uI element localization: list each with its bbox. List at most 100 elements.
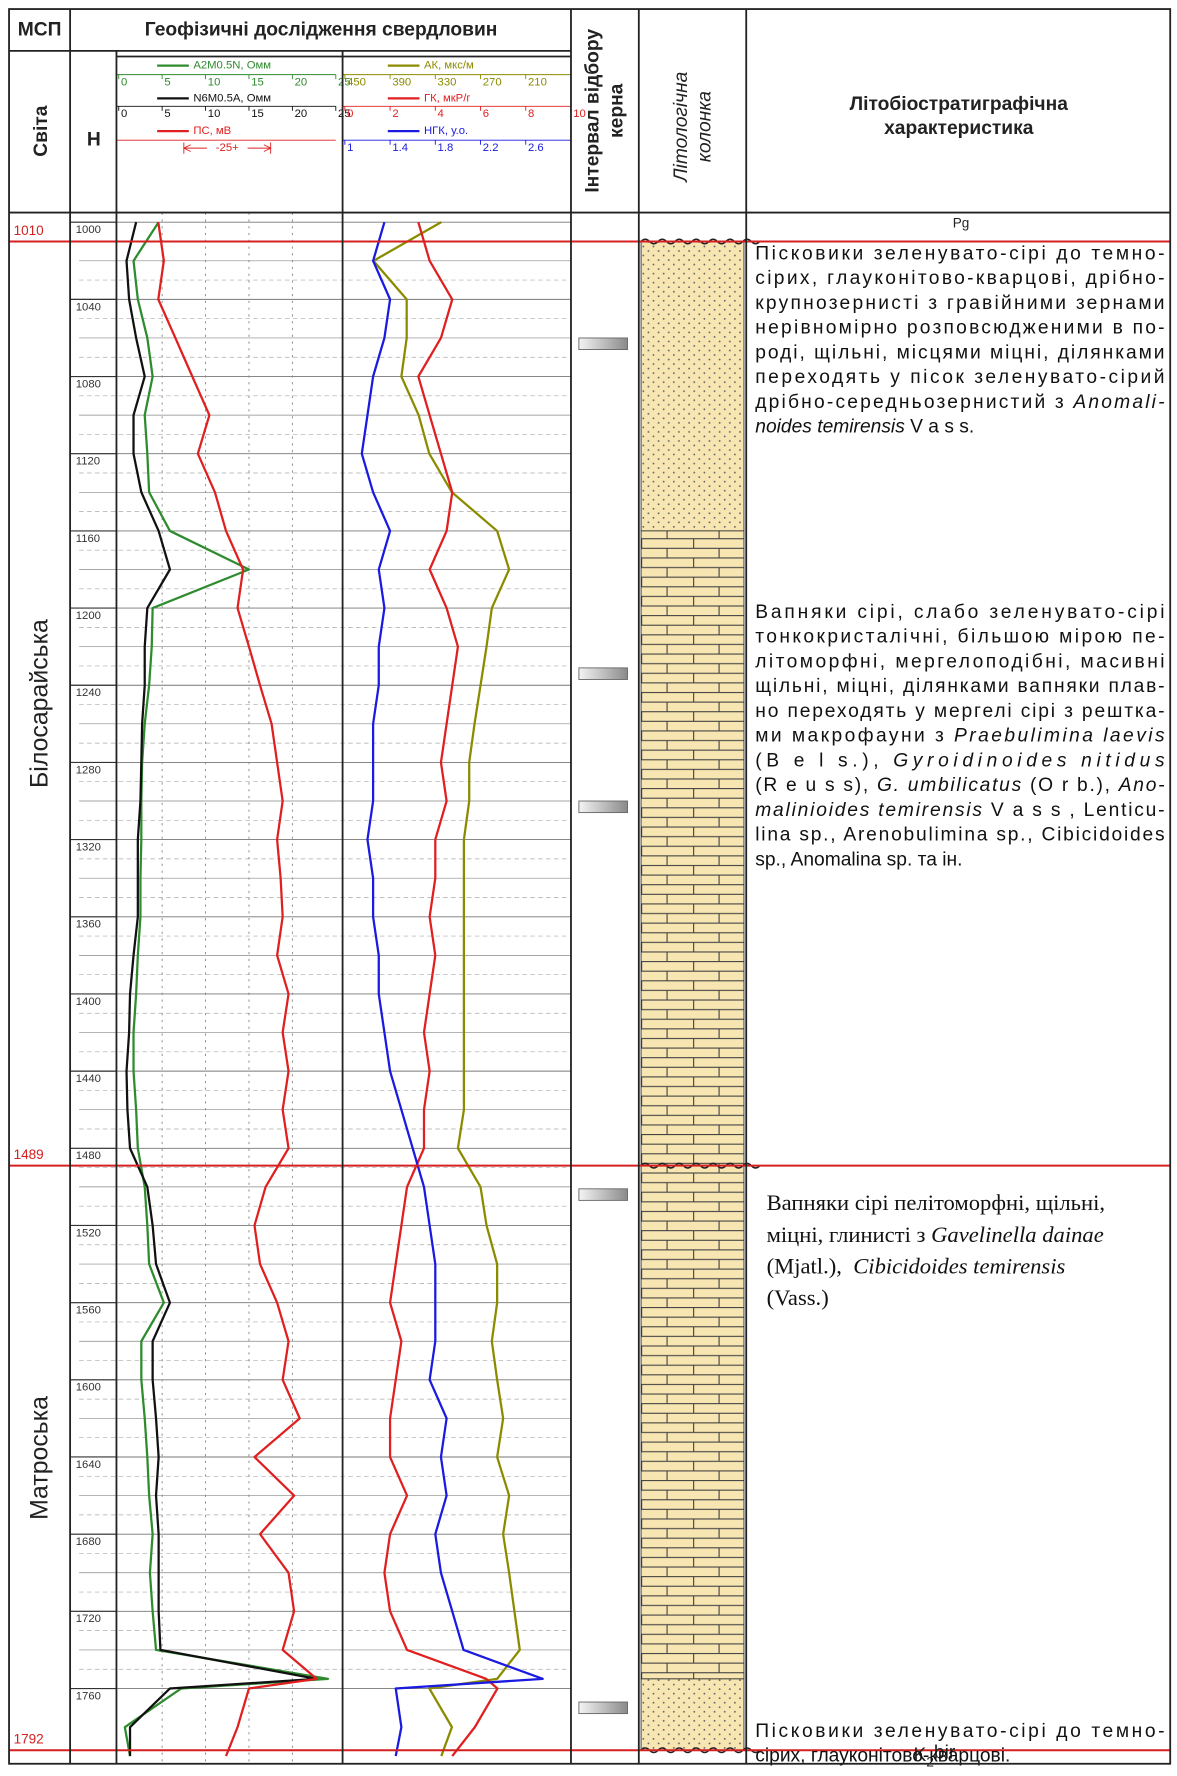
lithology-interval: [641, 241, 744, 530]
legend-label: ГК, мкР/г: [424, 92, 470, 104]
scale-tick-label: 10: [573, 108, 586, 120]
depth-tick-label: 1320: [76, 841, 101, 853]
depth-tick-label: 1680: [76, 1536, 101, 1548]
depth-tick-label: 1640: [76, 1459, 101, 1471]
legend-label: НГК, у.о.: [424, 125, 468, 137]
description-line: літоморфні, мергелоподібні, масивні: [755, 651, 1164, 672]
description-line: (Mjatl.), Cibicidoides temirensis: [767, 1254, 1066, 1279]
depth-tick-label: 1240: [76, 687, 101, 699]
description-line: сірих, глауконітово-кварцові, дрібно-: [755, 268, 1164, 289]
description-line: міцні, глинисті з Gavelinella dainae: [767, 1222, 1104, 1247]
description-text: крупнозернисті з гравійними зернами: [755, 293, 1164, 314]
description-line: роді, щільні, місцями міцні, ділянками: [755, 343, 1164, 364]
depth-tick-label: 1200: [76, 610, 101, 622]
header-desc: характеристика: [884, 118, 1034, 139]
depth-tick-label: 1600: [76, 1382, 101, 1394]
boundary-label: 1010: [14, 223, 44, 238]
description-line: тонкокристалічні, більшою мірою пе-: [755, 627, 1164, 648]
description-text: щільні, міцні, ділянками вапняки плав-: [755, 676, 1164, 697]
header-litho: Літологічна: [671, 71, 692, 183]
description-italic: Praebulimina laevis: [954, 726, 1165, 747]
scale-tick-label: 20: [295, 77, 308, 89]
scale-tick-label: 10: [208, 108, 221, 120]
description-line: noides temirensis V a s s.: [755, 417, 974, 438]
depth-tick-label: 1360: [76, 919, 101, 931]
core-interval: [579, 668, 628, 680]
description-line: ми макрофауни з Praebulimina laevis: [755, 726, 1165, 747]
scale-tick-label: 270: [483, 77, 502, 89]
depth-tick-label: 1440: [76, 1073, 101, 1085]
description-line: lina sp., Arenobulimina sp., Cibicidoide…: [755, 825, 1164, 846]
description-line: щільні, міцні, ділянками вапняки плав-: [755, 676, 1164, 697]
depth-tick-label: 1480: [76, 1150, 101, 1162]
depth-tick-label: 1040: [76, 301, 101, 313]
description-line: крупнозернисті з гравійними зернами: [755, 293, 1164, 314]
scale-tick-label: 2.6: [528, 142, 544, 154]
description-text: (R e u s s),: [755, 775, 875, 796]
header-gds: Геофізичні дослідження свердловин: [145, 20, 498, 41]
depth-tick-label: 1080: [76, 378, 101, 390]
header-litho: колонка: [695, 91, 716, 163]
scale-tick-label: 390: [392, 77, 411, 89]
description-line: Пісковики зеленувато-сірі до темно-: [755, 1721, 1164, 1742]
boundary-label: 1792: [14, 1732, 44, 1747]
depth-tick-label: 1160: [76, 533, 100, 545]
legend-label: N6M0.5A, Омм: [193, 92, 271, 104]
lithology-interval: [641, 531, 744, 1166]
depth-tick-label: 1120: [76, 456, 100, 468]
lithology-interval: [641, 1166, 744, 1679]
lithology-interval: [641, 1679, 744, 1750]
core-interval: [579, 801, 628, 813]
scale-tick-label: 10: [208, 77, 221, 89]
description-text: Вапняки сірі пелітоморфні, щільні,: [767, 1190, 1105, 1215]
scale-tick-label: 2: [392, 108, 398, 120]
description-text: ми макрофауни з: [755, 726, 951, 747]
header-desc: Літобіостратиграфічна: [850, 94, 1069, 115]
description-line: (Vass.): [767, 1285, 829, 1310]
description-line: дрібно-середньозернистий з Anomali-: [755, 392, 1164, 413]
well-log-figure: МСП Світа Геофізичні дослідження свердло…: [0, 0, 1177, 1771]
description-text: переходять у пісок зеленувато-сірий: [755, 367, 1164, 388]
description-line: переходять у пісок зеленувато-сірий: [755, 367, 1164, 388]
description-italic: Gavelinella dainae: [931, 1222, 1104, 1247]
description-text: lina sp., Arenobulimina sp., Cibicidoide…: [755, 825, 1164, 846]
description-line: malinioides temirensis V a s s , Lenticu…: [755, 800, 1164, 821]
depth-tick-label: 1720: [76, 1613, 101, 1625]
description-line: Вапняки сірі пелітоморфні, щільні,: [767, 1190, 1105, 1215]
description-italic: noides temirensis: [755, 417, 905, 438]
core-interval: [579, 338, 628, 350]
header-msp: МСП: [18, 20, 62, 41]
description-text: (Mjatl.),: [767, 1254, 854, 1279]
stage-above: Pg: [953, 215, 970, 230]
depth-tick-label: 1560: [76, 1305, 101, 1317]
formation-name: Білосарайська: [25, 619, 53, 788]
description-text: сірих, глауконітово-кварцові, дрібно-: [755, 268, 1164, 289]
scale-tick-label: 20: [295, 108, 308, 120]
description-italic: Cibicidoides temirensis: [853, 1254, 1065, 1279]
scale-tick-label: 5: [164, 108, 170, 120]
description-italic: Anomali-: [1072, 392, 1164, 413]
depth-tick-label: 1000: [76, 224, 101, 236]
scale-tick-label: 1: [347, 142, 353, 154]
description-text: V a s s.: [905, 417, 974, 438]
legend-label: АК, мкс/м: [424, 60, 474, 72]
description-text: Пісковики зеленувато-сірі до темно-: [755, 243, 1164, 264]
page: { "header": { "msp": "МСП", "svita": "Св…: [0, 0, 1177, 1771]
description-line: sp., Anomalina sp. та ін.: [755, 849, 962, 870]
scale-tick-label: 450: [347, 77, 366, 89]
description-text: sp., Anomalina sp. та ін.: [755, 849, 962, 870]
description-text: (Vass.): [767, 1285, 829, 1310]
legend-label: A2M0.5N, Омм: [193, 60, 271, 72]
scale-tick-label: 210: [528, 77, 547, 89]
depth-tick-label: 1280: [76, 764, 101, 776]
depth-tick-label: 1520: [76, 1227, 101, 1239]
scale-tick-label: 2.2: [483, 142, 499, 154]
scale-tick-label: 0: [347, 108, 353, 120]
scale-tick-label: 6: [483, 108, 489, 120]
description-text: Пісковики зеленувато-сірі до темно-: [755, 1721, 1164, 1742]
header-h: Н: [87, 129, 101, 150]
scale-tick-label: 330: [438, 77, 457, 89]
scale-tick-label: 1.4: [392, 142, 408, 154]
scale-tick-label: 0: [121, 77, 127, 89]
scale-tick-label: 1.8: [438, 142, 454, 154]
